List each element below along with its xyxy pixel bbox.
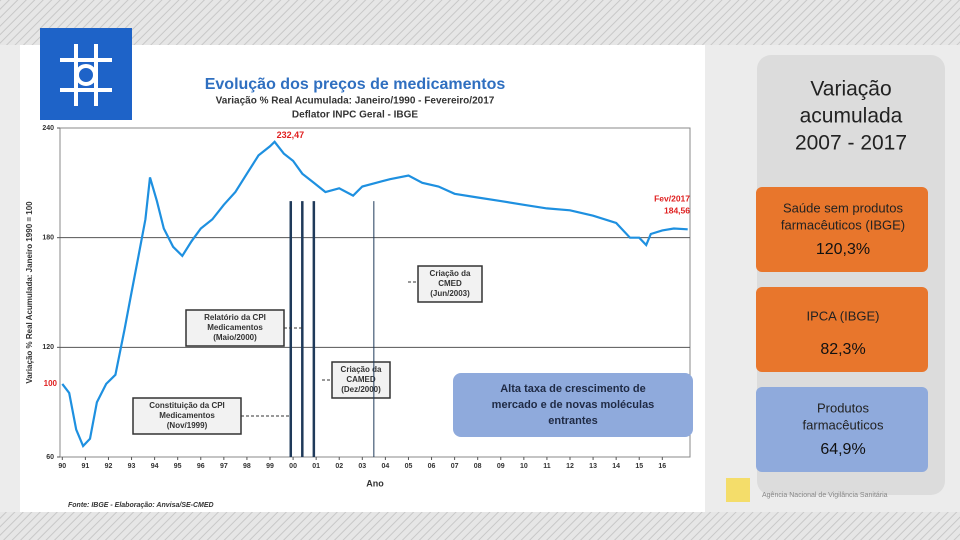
- source: Fonte: IBGE - Elaboração: Anvisa/SE-CMED: [68, 502, 214, 509]
- chart-subtitle: Variação % Real Acumulada: Janeiro/1990 …: [216, 96, 495, 107]
- x-tick-label: 05: [405, 463, 413, 470]
- logo-icon: [60, 44, 112, 106]
- x-tick-label: 95: [174, 463, 182, 470]
- peak-label: 232,47: [277, 130, 305, 140]
- y-tick-label: 60: [46, 454, 54, 461]
- card: [756, 187, 928, 272]
- event-box: [132, 397, 242, 435]
- callout-text: mercado e de novas moléculas: [492, 399, 655, 411]
- panel-title: 2007 - 2017: [795, 132, 907, 155]
- x-tick-label: 93: [128, 463, 136, 470]
- x-tick-label: 14: [612, 463, 620, 470]
- card-label: farmacêuticos: [803, 417, 884, 432]
- footer-text: Agência Nacional de Vigilância Sanitária: [762, 492, 888, 499]
- x-tick-label: 11: [543, 463, 551, 470]
- x-axis-label: Ano: [366, 478, 384, 488]
- event-box: [417, 265, 483, 303]
- event-label: Criação da: [430, 269, 471, 278]
- event-label: CMED: [438, 279, 462, 288]
- card-label: Produtos: [817, 400, 870, 415]
- event-label: Relatório da CPI: [204, 313, 266, 322]
- event-label: (Dez/2000): [341, 385, 381, 394]
- x-tick-label: 15: [635, 463, 643, 470]
- side-panel: [757, 55, 945, 495]
- x-tick-label: 13: [589, 463, 597, 470]
- event-label: (Maio/2000): [213, 333, 257, 342]
- hatch-bottom: [0, 512, 960, 540]
- card-value: 120,3%: [816, 241, 870, 258]
- callout-box: [453, 373, 693, 437]
- chart-subtitle: Deflator INPC Geral - IBGE: [292, 110, 418, 121]
- start-label: 100: [44, 379, 58, 388]
- logo: [40, 28, 132, 120]
- card-label: Saúde sem produtos: [783, 200, 903, 215]
- event-label: (Nov/1999): [167, 421, 208, 430]
- card-label: farmacêuticos (IBGE): [781, 217, 905, 232]
- card-value: 82,3%: [820, 341, 865, 358]
- x-tick-label: 06: [428, 463, 436, 470]
- event-box: [331, 361, 391, 399]
- event-label: (Jun/2003): [430, 289, 470, 298]
- x-tick-label: 10: [520, 463, 528, 470]
- event-label: Constituição da CPI: [149, 401, 225, 410]
- x-tick-label: 91: [81, 463, 89, 470]
- x-tick-label: 03: [358, 463, 366, 470]
- card: [756, 287, 928, 372]
- x-tick-label: 07: [451, 463, 459, 470]
- y-tick-label: 180: [42, 235, 54, 242]
- callout-text: entrantes: [548, 415, 598, 427]
- panel-title: acumulada: [800, 105, 903, 128]
- x-tick-label: 97: [220, 463, 228, 470]
- plot-frame: [59, 127, 691, 458]
- x-tick-label: 92: [105, 463, 113, 470]
- x-tick-label: 08: [474, 463, 482, 470]
- event-label: Criação da: [341, 365, 382, 374]
- callout-text: Alta taxa de crescimento de: [500, 383, 646, 395]
- card-value: 64,9%: [820, 441, 865, 458]
- x-tick-label: 00: [289, 463, 297, 470]
- x-tick-label: 12: [566, 463, 574, 470]
- event-label: CAMED: [346, 375, 376, 384]
- event-box: [185, 309, 285, 347]
- y-axis-label: Variação % Real Acumulada: Janeiro 1990 …: [25, 201, 34, 384]
- card-label: IPCA (IBGE): [807, 308, 880, 323]
- hatch-top: [0, 0, 960, 45]
- x-tick-label: 98: [243, 463, 251, 470]
- x-tick-label: 02: [335, 463, 343, 470]
- x-tick-label: 96: [197, 463, 205, 470]
- x-tick-label: 16: [658, 463, 666, 470]
- event-label: Medicamentos: [159, 411, 215, 420]
- x-tick-label: 99: [266, 463, 274, 470]
- end-label: Fev/2017: [654, 194, 690, 204]
- series-line: [61, 140, 688, 448]
- panel-title: Variação: [810, 78, 891, 101]
- x-tick-label: 09: [497, 463, 505, 470]
- event-label: Medicamentos: [207, 323, 263, 332]
- chart-title: Evolução dos preços de medicamentos: [205, 76, 506, 93]
- y-tick-label: 120: [42, 344, 54, 351]
- x-tick-label: 01: [312, 463, 320, 470]
- x-tick-label: 90: [58, 463, 66, 470]
- x-tick-label: 94: [151, 463, 159, 470]
- y-tick-label: 240: [42, 125, 54, 132]
- footer-logo: [726, 478, 750, 502]
- x-tick-label: 04: [381, 463, 389, 470]
- card: [756, 387, 928, 472]
- end-label: 184,56: [664, 206, 690, 216]
